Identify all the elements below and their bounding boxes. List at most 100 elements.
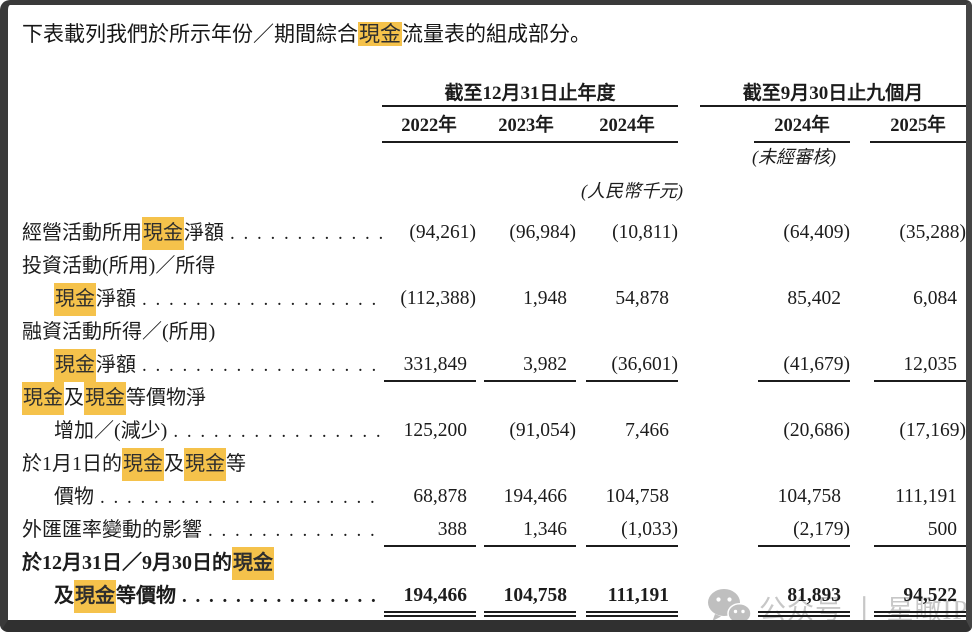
col-header-2024-interim: 2024年 (754, 111, 851, 143)
row-label: 於1月1日的 現金及現金等 (22, 448, 382, 481)
row-label: 投資活動(所用)／所得 (22, 250, 382, 283)
value-cell: (2,179) (700, 514, 851, 547)
value-cell (382, 250, 476, 283)
value: 111,191 (895, 486, 958, 507)
value-cell: 81,893 (700, 580, 851, 617)
value: (10,811) (612, 222, 679, 243)
value-cell (850, 448, 966, 481)
value-cell: 388 (382, 514, 476, 547)
value-cell (576, 382, 678, 415)
column-gap (678, 547, 700, 580)
value-cell: (35,288) (850, 217, 966, 250)
value-cell (476, 448, 576, 481)
value-cell: 3,982 (476, 349, 576, 382)
value: (2,179) (758, 515, 851, 547)
value: (20,686) (783, 420, 851, 441)
value-cell: 7,466 (576, 415, 678, 448)
value: 85,402 (787, 288, 842, 309)
column-gap (678, 217, 700, 250)
value-cell: 94,522 (850, 580, 966, 617)
column-gap (678, 349, 700, 382)
row-label: 於12月31日／9月30日的 現金 (22, 547, 382, 580)
row-label: 現金及現金 等價物淨 (22, 382, 382, 415)
value-cell: 111,191 (576, 580, 679, 617)
highlight-term: 現金 (122, 448, 164, 481)
value-cell (476, 382, 576, 415)
text-segment: 融資活動所得／(所用) (22, 321, 216, 343)
value-cell (476, 316, 576, 349)
currency-note-row: (人民幣千元) (22, 169, 966, 203)
group-header-row: 截至12月31日止年度 截至9月30日止九個月 (22, 67, 966, 107)
column-gap (678, 514, 700, 547)
text-segment: 淨額 (96, 288, 136, 310)
text-segment: 等 (226, 453, 246, 475)
highlight-term: 現金 (84, 382, 126, 415)
value-cell: (17,169) (850, 415, 966, 448)
value-cell: 12,035 (850, 349, 966, 382)
value-cell: 54,878 (576, 283, 678, 316)
value-cell (382, 316, 476, 349)
row-label: 現金 淨額 . . . . . . . . . . . . . . . . . . … (22, 349, 382, 382)
row-label: 價物 . . . . . . . . . . . . . . . . . . . … (22, 481, 382, 514)
value: 104,758 (605, 486, 670, 507)
value-cell: 331,849 (382, 349, 476, 382)
row-label: 增加／(減少). . . . . . . . . . . . . . . . .… (22, 415, 382, 448)
col-header-2023: 2023年 (476, 111, 576, 143)
row-label: 融資活動所得／(所用) (22, 316, 382, 349)
document-page: 下表載列我們於所示年份／期間綜合現金流量表的組成部分。 截至12月31日止年度 … (8, 5, 966, 620)
highlight-term: 現金 (358, 22, 402, 46)
value: (64,409) (783, 222, 851, 243)
value: (96,984) (509, 222, 576, 243)
value-cell (700, 250, 850, 283)
value: 104,758 (484, 581, 576, 617)
value: 12,035 (874, 350, 966, 382)
year-header-row: 2022年 2023年 2024年 2024年 2025年 (22, 106, 966, 143)
table-row: 價物 . . . . . . . . . . . . . . . . . . . … (22, 481, 966, 514)
cashflow-table: 截至12月31日止年度 截至9月30日止九個月 2022年 2023年 2024… (22, 67, 966, 617)
column-gap (678, 106, 700, 143)
col-group-interim: 截至9月30日止九個月 (700, 67, 966, 107)
table-row: 於1月1日的 現金及現金等 (22, 448, 966, 481)
value: 6,084 (913, 288, 958, 309)
value-cell (850, 382, 966, 415)
value-cell: 85,402 (700, 283, 850, 316)
value-cell (850, 547, 966, 580)
unaudited-note-row: (未經審核) (22, 143, 966, 169)
value-cell: (91,054) (476, 415, 576, 448)
value-cell (700, 547, 850, 580)
value-cell: 1,948 (476, 283, 576, 316)
value: 7,466 (625, 420, 670, 441)
col-group-annual: 截至12月31日止年度 (382, 67, 679, 107)
value: (91,054) (509, 420, 576, 441)
value-cell: 6,084 (850, 283, 966, 316)
dot-leader: . . . . . . . . . . . . . . . . . . . . … (182, 586, 382, 607)
column-gap (678, 415, 700, 448)
value: (1,033) (586, 515, 679, 547)
value-cell: (41,679) (700, 349, 851, 382)
value-cell: 68,878 (382, 481, 476, 514)
table-row: 於12月31日／9月30日的 現金 (22, 547, 966, 580)
column-gap (678, 316, 700, 349)
value-cell: (36,601) (576, 349, 679, 382)
value-cell: (1,033) (576, 514, 679, 547)
value-cell: 194,466 (382, 580, 476, 617)
column-gap (678, 382, 700, 415)
value: (35,288) (899, 222, 967, 243)
col-header-2024: 2024年 (576, 111, 679, 143)
value-cell (700, 382, 850, 415)
empty-cell (22, 67, 382, 106)
value-cell (576, 250, 678, 283)
table-row: 現金 淨額 . . . . . . . . . . . . . . . . . . … (22, 349, 966, 382)
value: 68,878 (413, 486, 467, 507)
text-segment: 下表載列我們於所示年份／期間綜合 (22, 22, 358, 46)
dot-leader: . . . . . . . . . . . . . . . . . . . . … (100, 487, 382, 508)
value: (41,679) (758, 350, 851, 382)
highlight-term: 現金 (74, 580, 116, 613)
table-header: 截至12月31日止年度 截至9月30日止九個月 2022年 2023年 2024… (22, 67, 966, 217)
value: (36,601) (586, 350, 679, 382)
value-cell: (112,388) (382, 283, 476, 316)
